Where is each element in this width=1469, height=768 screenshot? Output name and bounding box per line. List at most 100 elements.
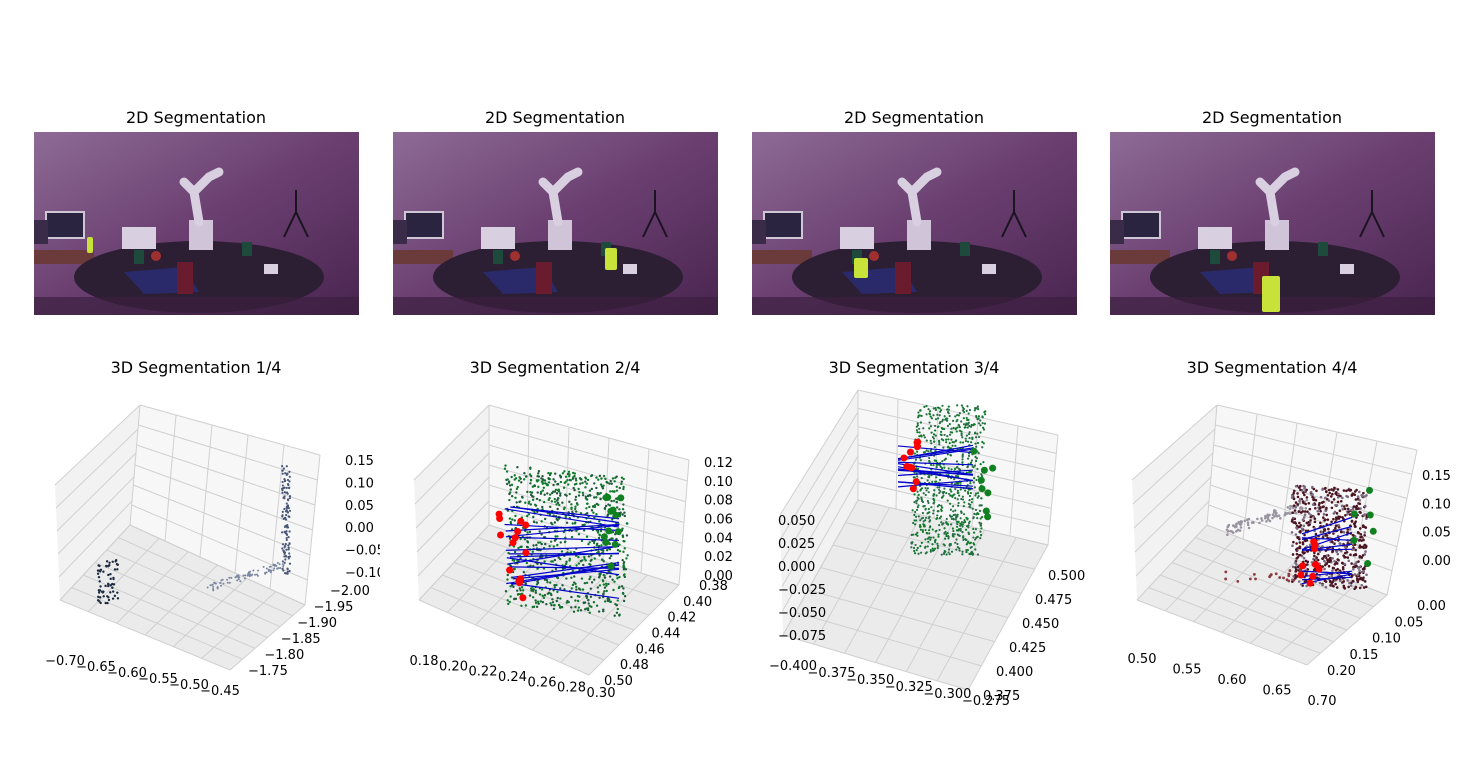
point: [966, 405, 969, 408]
point: [923, 405, 926, 408]
point: [976, 441, 980, 445]
point: [1331, 557, 1334, 560]
point: [589, 494, 592, 497]
point: [1338, 509, 1342, 513]
point: [940, 515, 943, 518]
point: [936, 542, 939, 545]
red-keypoint: [900, 454, 908, 462]
point: [576, 503, 579, 506]
point: [1312, 487, 1316, 491]
point: [573, 472, 577, 475]
point: [551, 560, 554, 563]
point: [1350, 519, 1354, 523]
segmented-object-highlight: [854, 258, 868, 278]
point: [976, 492, 980, 495]
point: [612, 490, 616, 493]
point: [529, 503, 533, 506]
point: [940, 433, 943, 437]
point: [1305, 579, 1308, 583]
point: [622, 592, 625, 596]
point: [938, 407, 941, 410]
point: [568, 500, 571, 503]
point: [962, 423, 966, 426]
point: [587, 555, 591, 558]
point: [947, 467, 950, 470]
point: [973, 464, 976, 467]
point: [286, 511, 290, 514]
point: [213, 581, 216, 584]
point: [938, 523, 941, 527]
point: [621, 558, 624, 562]
point: [980, 527, 983, 530]
point: [1361, 525, 1365, 529]
grid-line: [782, 499, 859, 636]
point: [554, 480, 557, 483]
point: [285, 473, 288, 477]
robot-arm: [897, 167, 942, 227]
point: [262, 565, 265, 568]
point: [1358, 538, 1362, 542]
match-line: [512, 561, 620, 578]
point: [965, 409, 968, 412]
point: [588, 489, 592, 492]
point: [553, 497, 557, 501]
x-tick-label: −0.400: [769, 659, 817, 674]
point: [1305, 488, 1308, 492]
point: [99, 568, 103, 571]
point: [961, 525, 964, 528]
point: [1282, 576, 1285, 580]
point: [1309, 515, 1313, 519]
point: [602, 608, 605, 611]
point: [955, 460, 959, 463]
floor-pane: [783, 500, 1048, 690]
point: [930, 431, 933, 434]
y-tick-label: 0.05: [1395, 615, 1424, 630]
point: [928, 412, 931, 415]
point: [1232, 524, 1236, 528]
point: [959, 517, 962, 520]
point: [938, 478, 942, 482]
grid-line: [488, 504, 681, 565]
point: [1347, 585, 1350, 589]
tripod: [1001, 190, 1027, 238]
point: [979, 530, 982, 533]
point: [111, 560, 114, 564]
point: [254, 573, 257, 576]
point: [535, 605, 539, 609]
point: [591, 539, 594, 543]
point: [588, 562, 591, 566]
point: [1297, 525, 1300, 529]
point: [981, 446, 984, 449]
point: [237, 578, 240, 581]
grid-line: [1133, 452, 1214, 529]
grid-line: [857, 499, 1049, 546]
point: [515, 487, 519, 491]
plot-3d-3: −0.400 −0.375 −0.350 −0.325 −0.300 −0.275 0.37…: [738, 385, 1098, 745]
point: [960, 497, 963, 501]
grid-line: [857, 481, 1050, 528]
point: [1347, 559, 1351, 563]
point: [281, 469, 284, 472]
point: [525, 561, 529, 565]
point: [565, 577, 568, 580]
point: [575, 564, 578, 567]
point: [1248, 577, 1252, 581]
point: [937, 439, 941, 442]
point: [956, 545, 959, 549]
point: [1306, 510, 1309, 514]
point: [98, 580, 101, 583]
point: [587, 542, 590, 546]
point: [551, 601, 555, 604]
point: [967, 457, 970, 460]
z-tick-label: 0.10: [704, 475, 733, 490]
y-tick-label: 0.10: [1372, 632, 1401, 647]
point: [1239, 522, 1243, 525]
point: [584, 497, 588, 500]
point: [922, 520, 925, 523]
point: [925, 413, 928, 416]
point: [623, 511, 626, 514]
red-keypoint: [914, 438, 922, 446]
point: [528, 530, 532, 534]
point: [1238, 529, 1242, 532]
point: [529, 482, 532, 485]
